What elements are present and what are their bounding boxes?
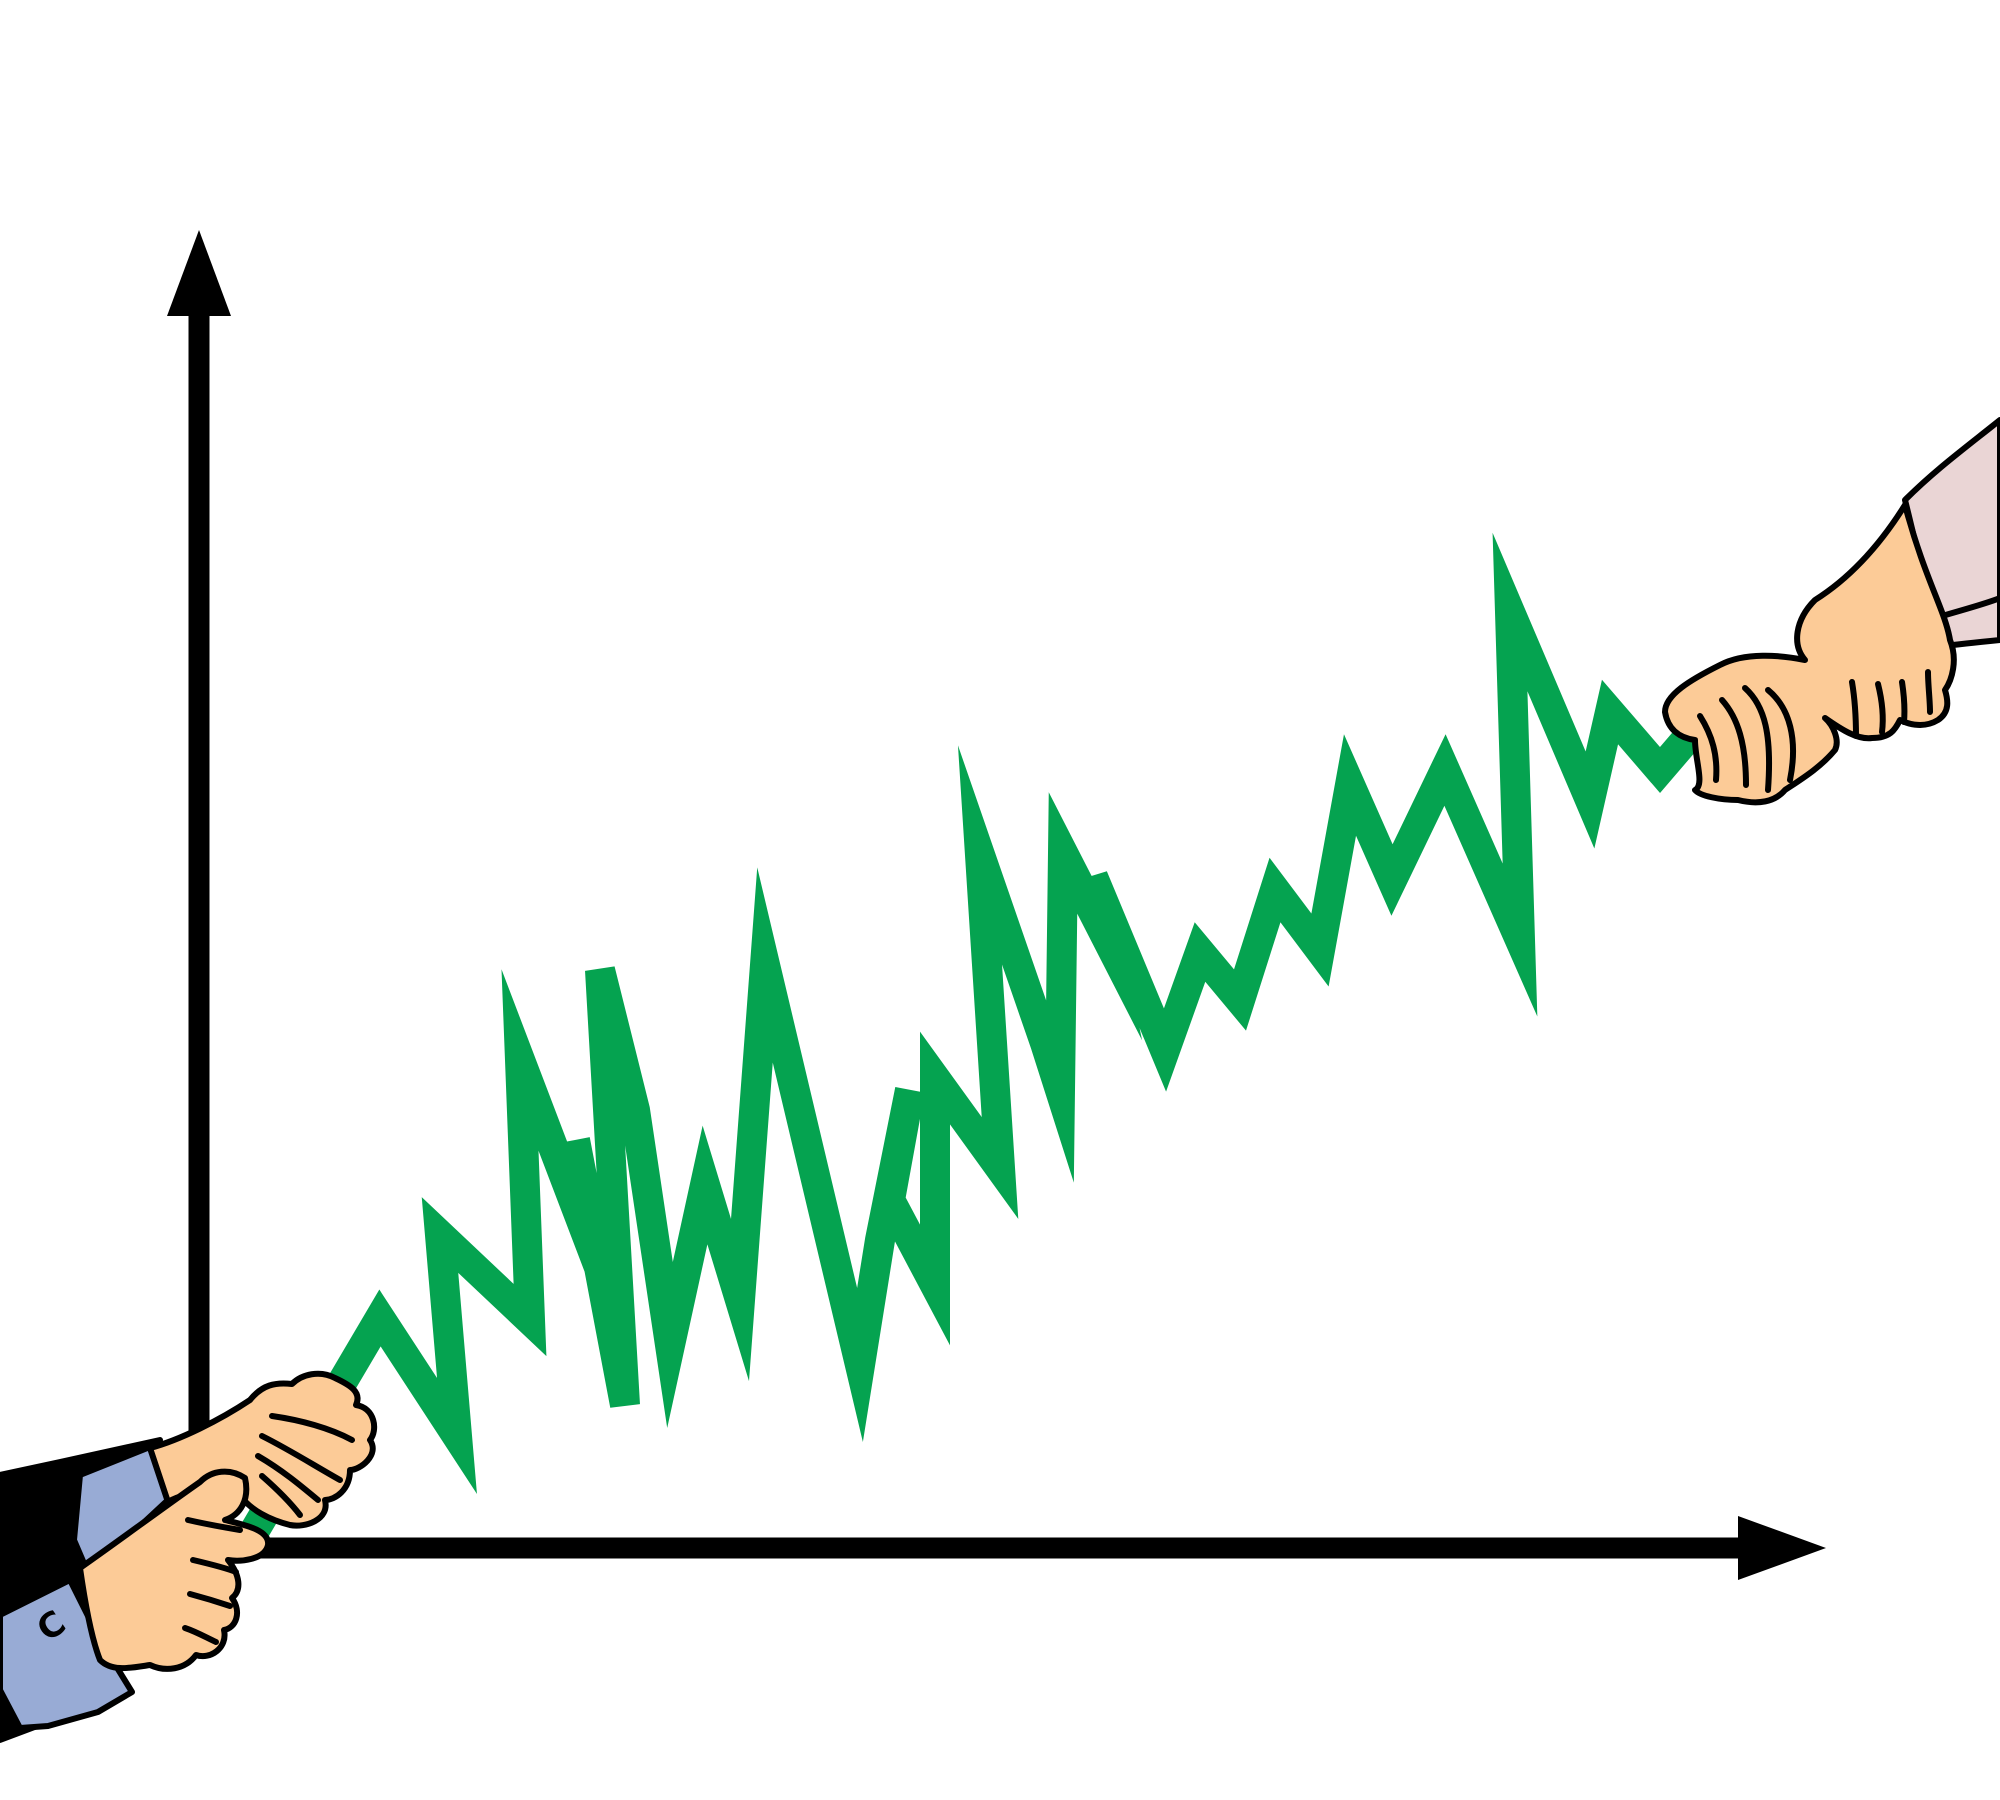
jagged-stock-line [242,532,1801,1538]
x-axis [255,1516,1826,1580]
left-hands: C [0,1370,378,1743]
right-hand[interactable] [1662,417,2000,806]
y-axis [167,230,231,1445]
left-lower-sleeve [0,1577,135,1731]
x-axis-arrow-icon [1738,1516,1826,1580]
right-hand-palm [1662,502,1957,806]
y-axis-arrow-icon [167,230,231,316]
